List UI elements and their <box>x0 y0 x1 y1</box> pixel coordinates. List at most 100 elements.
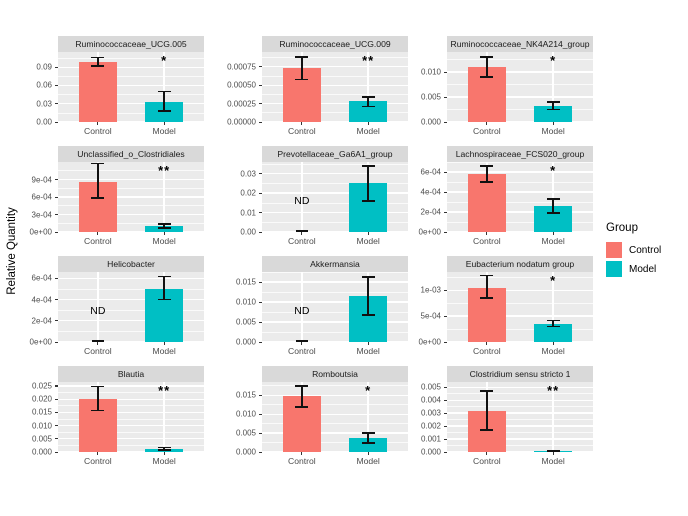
error-bar-cap <box>157 110 171 112</box>
error-bar-line <box>367 433 369 443</box>
y-tick-mark <box>444 438 447 440</box>
x-tick-mark <box>552 342 554 345</box>
error-bar-cap <box>546 101 560 103</box>
gridline-major <box>447 412 593 414</box>
y-tick-mark <box>259 432 262 434</box>
y-tick-label: 0.00025 <box>227 99 256 109</box>
gridline-minor <box>58 170 204 172</box>
facet-strip: Helicobacter <box>58 256 204 272</box>
gridline-major <box>447 341 593 343</box>
nd-label: ND <box>294 194 310 207</box>
error-bar-cap <box>91 386 105 388</box>
gridline-major <box>58 424 204 427</box>
gridline-major <box>447 71 593 73</box>
gridline-major <box>58 196 204 198</box>
gridline-minor <box>58 222 204 224</box>
gridline-minor <box>58 431 204 433</box>
x-tick-mark <box>97 342 99 345</box>
facet-title: Lachnospiraceae_FCS020_group <box>455 149 585 159</box>
zero-tick-mark <box>91 340 104 342</box>
x-tick-label: Control <box>83 346 112 356</box>
y-tick-mark <box>259 341 262 343</box>
y-tick-label: 0.03 <box>36 99 52 109</box>
error-bar-line <box>301 386 303 407</box>
error-bar-cap <box>546 451 560 453</box>
gridline-major <box>262 102 408 105</box>
x-tick-label: Model <box>356 456 380 466</box>
error-bar-cap <box>546 212 560 214</box>
gridline-vertical <box>301 162 303 232</box>
y-tick-mark <box>259 103 262 105</box>
model-bar <box>534 323 573 342</box>
y-tick-mark <box>55 438 58 440</box>
y-tick-label: 0.09 <box>36 62 52 72</box>
model-bar <box>349 437 388 452</box>
gridline-minor <box>262 404 408 406</box>
zero-tick-mark <box>295 230 308 232</box>
y-tick-mark <box>55 84 58 87</box>
gridline-major <box>58 411 204 414</box>
facet-strip: Lachnospiraceae_FCS020_group <box>447 146 593 162</box>
gridline-minor <box>447 445 593 446</box>
y-tick-label: 0.005 <box>420 382 441 392</box>
gridline-major <box>262 211 408 214</box>
gridline-vertical <box>552 52 554 122</box>
gridline-minor <box>447 201 593 203</box>
x-tick-label: Model <box>152 456 176 466</box>
error-bar-line <box>163 447 165 450</box>
facet-title: Eubacterium nodatum group <box>465 259 575 269</box>
error-bar-cap <box>157 298 171 301</box>
y-tick-mark <box>259 231 262 233</box>
gridline-minor <box>58 112 204 114</box>
gridline-major <box>447 231 593 233</box>
gridline-major <box>262 66 408 68</box>
y-tick-label: 0.000 <box>235 337 256 347</box>
y-tick-label: 0.010 <box>235 297 256 307</box>
y-tick-label: 0.03 <box>240 169 256 179</box>
y-tick-mark <box>55 103 58 105</box>
gridline-minor <box>447 302 593 304</box>
error-bar-cap <box>546 108 560 111</box>
gridline-minor <box>447 393 593 395</box>
facet-title: Unclassified_o_Clostridiales <box>77 149 185 159</box>
error-bar-cap <box>157 227 171 229</box>
gridline-minor <box>447 161 593 163</box>
gridline-major <box>447 451 593 453</box>
gridline-minor <box>58 205 204 207</box>
plot-area: * <box>447 52 593 123</box>
gridline-major <box>262 432 408 434</box>
y-tick-label: 0.01 <box>240 208 256 218</box>
y-tick-label: 0.005 <box>31 434 52 444</box>
y-tick-label: 0.005 <box>235 428 256 438</box>
error-bar-cap <box>157 449 171 451</box>
significance-stars: ** <box>362 53 375 68</box>
gridline-major <box>262 173 408 175</box>
error-bar-line <box>486 57 488 77</box>
y-tick-label: 0.005 <box>235 317 256 327</box>
gridline-major <box>447 171 593 173</box>
y-tick-label: 1e-03 <box>420 285 441 295</box>
error-bar-line <box>163 91 165 112</box>
y-tick-label: 0.025 <box>31 381 52 391</box>
gridline-major <box>58 451 204 453</box>
y-tick-label: 0e+00 <box>29 227 52 237</box>
legend-item-label: Control <box>629 244 662 256</box>
gridline-major <box>58 84 204 87</box>
facet-title: Ruminococcaceae_NK4A214_group <box>450 39 590 49</box>
y-tick-mark <box>444 341 447 343</box>
gridline-major <box>262 121 408 123</box>
y-tick-label: 0.00075 <box>227 62 256 72</box>
y-tick-mark <box>259 321 262 323</box>
x-tick-label: Model <box>541 346 565 356</box>
plot-area: ** <box>262 52 408 123</box>
gridline-major <box>58 277 204 280</box>
gridline-minor <box>447 221 593 223</box>
significance-stars: * <box>161 53 168 68</box>
facet-strip: Clostridium sensu stricto 1 <box>447 366 593 382</box>
x-tick-mark <box>301 122 303 125</box>
gridline-major <box>447 438 593 440</box>
gridline-minor <box>262 163 408 165</box>
gridline-major <box>58 385 204 387</box>
y-tick-label: 9e-04 <box>31 175 52 184</box>
gridline-minor <box>58 309 204 311</box>
